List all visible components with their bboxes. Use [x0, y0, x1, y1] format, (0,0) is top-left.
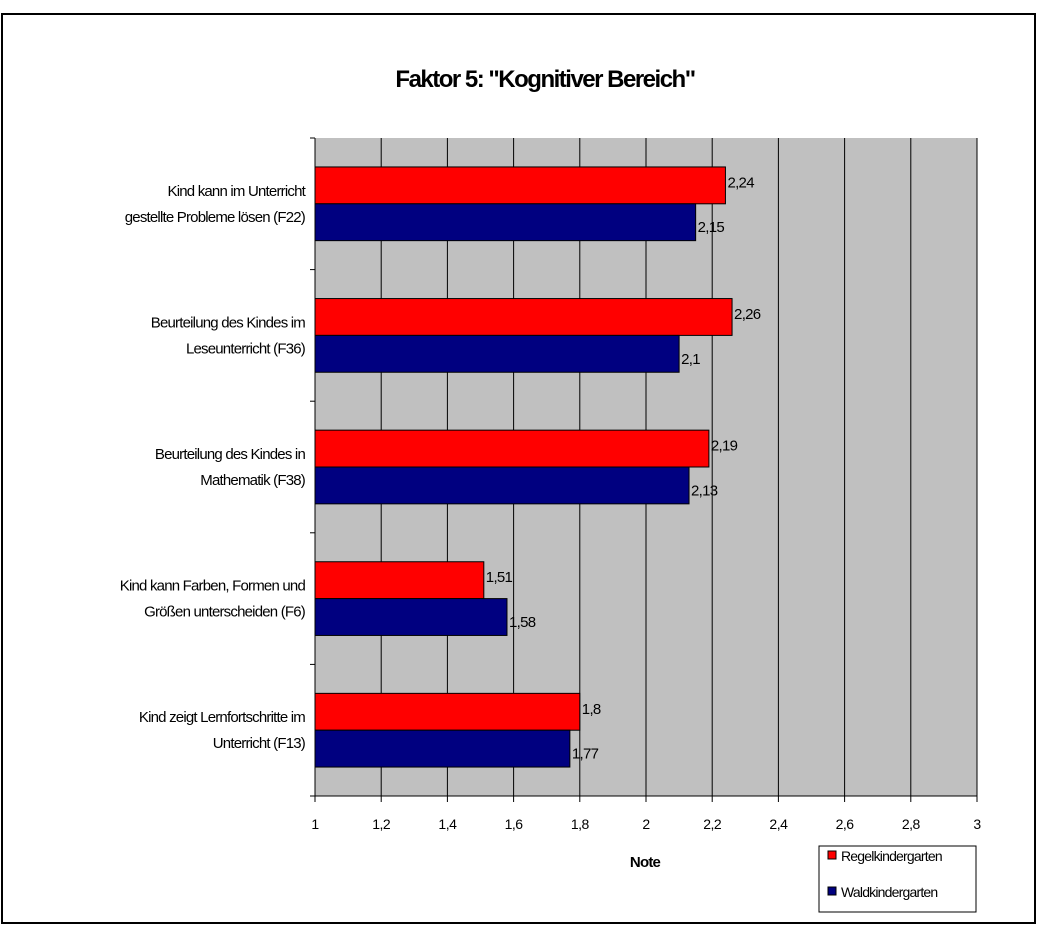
category-label: Beurteilung des Kindes in [155, 446, 306, 463]
data-label: 1,77 [572, 746, 599, 763]
x-tick-label: 1,4 [438, 816, 457, 832]
x-tick-label: 1,6 [505, 816, 524, 832]
data-label: 1,8 [582, 701, 601, 718]
x-tick-label: 1,2 [372, 816, 391, 832]
labels: 1 1,2 1,4 1,6 1,8 2 2,2 2,4 2,6 2,8 3 2,24 2,15 Kind … [120, 174, 982, 832]
legend-box [818, 845, 977, 913]
bars [314, 166, 733, 768]
bar-wald [314, 466, 690, 505]
data-label: 2,13 [691, 482, 718, 499]
bar-wald [314, 729, 571, 768]
legend-label: Waldkindergarten [841, 884, 937, 900]
bar-wald [314, 334, 680, 373]
x-tick-label: 2,8 [902, 816, 921, 832]
x-tick-label: 2,6 [836, 816, 855, 832]
x-tick-label: 2 [642, 816, 650, 832]
legend-label: Regelkindergarten [841, 848, 942, 864]
category-label: Beurteilung des Kindes im [151, 314, 306, 331]
category-label: gestellte Probleme lösen (F22) [125, 209, 306, 226]
bar-regel [314, 166, 726, 205]
axes [310, 137, 978, 802]
data-label: 2,24 [727, 174, 754, 191]
category-label: Größen unterscheiden (F6) [144, 604, 306, 621]
bar-wald [314, 203, 697, 242]
data-label: 2,19 [711, 438, 738, 455]
bar-regel [314, 561, 485, 600]
bar-regel [314, 298, 733, 336]
x-tick-label: 2,4 [769, 816, 788, 832]
category-label: Unterricht (F13) [213, 735, 306, 752]
legend-swatch [827, 850, 837, 860]
legend: Regelkindergarten Waldkindergarten [818, 845, 977, 913]
data-label: 1,58 [509, 614, 536, 631]
category-label: Kind kann im Unterricht [168, 183, 307, 200]
data-label: 2,15 [698, 219, 725, 236]
data-label: 2,1 [681, 351, 700, 368]
bar-wald [314, 598, 508, 636]
category-label: Kind zeigt Lernfortschritte im [139, 709, 305, 726]
bar-regel [314, 429, 710, 468]
category-label: Leseunterricht (F36) [186, 340, 306, 357]
x-tick-label: 1,8 [571, 816, 590, 832]
x-tick-label: 1 [311, 816, 319, 832]
x-tick-label: 2,2 [703, 816, 722, 832]
chart-title: Faktor 5: "Kognitiver Bereich" [395, 66, 694, 93]
bar-regel [314, 692, 581, 731]
x-tick-label: 3 [973, 816, 981, 832]
x-axis-title: Note [630, 854, 661, 871]
category-label: Mathematik (F38) [200, 472, 306, 489]
category-label: Kind kann Farben, Formen und [120, 578, 306, 595]
data-label: 2,26 [734, 306, 761, 323]
data-label: 1,51 [486, 569, 513, 586]
legend-swatch [827, 886, 837, 896]
